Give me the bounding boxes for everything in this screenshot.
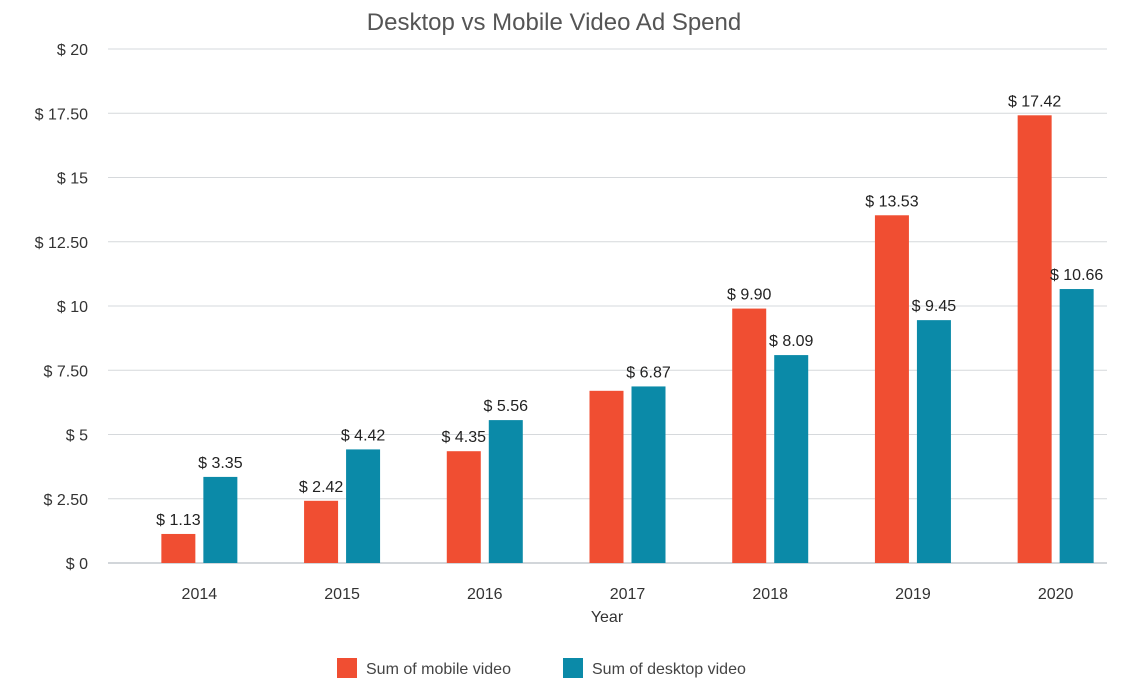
y-tick-label: $ 15 [57, 171, 88, 188]
chart-title: Desktop vs Mobile Video Ad Spend [367, 9, 741, 36]
bar-desktop [1059, 289, 1094, 563]
gridlines [108, 48, 1107, 564]
x-tick-label: 2019 [895, 586, 931, 603]
data-label-mobile: $ 13.53 [865, 193, 918, 210]
y-axis-ticks: $ 0 $ 2.50 $ 5 $ 7.50 $ 10 $ 12.50 $ 15 $ 17.50… [35, 42, 88, 573]
x-axis-ticks: 2014 2015 2016 2017 2018 2019 2020 [182, 586, 1074, 603]
data-label-desktop: $ 10.66 [1050, 267, 1103, 284]
legend-label-desktop: Sum of desktop video [592, 661, 746, 678]
x-tick-label: 2017 [610, 586, 646, 603]
data-label-desktop: $ 3.35 [198, 455, 243, 472]
x-tick-label: 2020 [1038, 586, 1074, 603]
data-label-mobile: $ 2.42 [299, 479, 344, 496]
x-tick-label: 2014 [182, 586, 218, 603]
bar-desktop [488, 420, 523, 563]
bars [161, 115, 1094, 564]
y-tick-label: $ 5 [66, 428, 88, 445]
data-label-desktop: $ 8.09 [769, 333, 814, 350]
bar-mobile [1017, 115, 1052, 563]
bar-mobile [304, 500, 339, 563]
y-tick-label: $ 2.50 [44, 492, 89, 509]
data-label-desktop: $ 5.56 [484, 398, 529, 415]
bar-desktop [631, 386, 666, 563]
y-tick-label: $ 17.50 [35, 106, 88, 123]
y-tick-label: $ 10 [57, 299, 88, 316]
x-tick-label: 2018 [752, 586, 788, 603]
bar-mobile [589, 390, 624, 563]
data-label-mobile: $ 1.13 [156, 512, 201, 529]
legend: Sum of mobile video Sum of desktop video [337, 658, 746, 678]
data-label-mobile: $ 4.35 [442, 429, 487, 446]
data-label-mobile: $ 17.42 [1008, 93, 1061, 110]
legend-swatch-desktop [563, 658, 583, 678]
bar-desktop [916, 320, 951, 563]
x-tick-label: 2015 [324, 586, 360, 603]
y-tick-label: $ 12.50 [35, 235, 88, 252]
data-label-desktop: $ 9.45 [912, 298, 957, 315]
bar-mobile [732, 308, 767, 563]
data-label-desktop: $ 6.87 [626, 364, 671, 381]
bar-desktop [774, 355, 809, 563]
data-label-mobile: $ 9.90 [727, 287, 772, 304]
bar-mobile [446, 451, 481, 563]
y-tick-label: $ 7.50 [44, 363, 89, 380]
data-label-desktop: $ 4.42 [341, 427, 386, 444]
data-labels: $ 1.13 $ 3.35 $ 2.42 $ 4.42 $ 4.35 $ 5.56 $ 6.… [156, 93, 1103, 529]
x-axis-label: Year [591, 609, 624, 626]
x-tick-label: 2016 [467, 586, 503, 603]
bar-mobile [161, 533, 196, 563]
y-tick-label: $ 20 [57, 42, 88, 59]
bar-mobile [874, 215, 909, 564]
y-tick-label: $ 0 [66, 556, 88, 573]
legend-label-mobile: Sum of mobile video [366, 661, 511, 678]
legend-swatch-mobile [337, 658, 357, 678]
bar-desktop [203, 476, 238, 563]
bar-desktop [346, 449, 381, 563]
